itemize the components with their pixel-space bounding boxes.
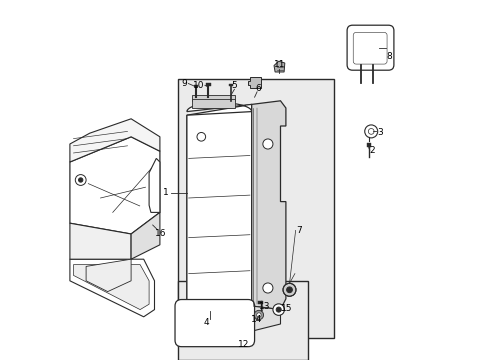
Polygon shape (73, 265, 149, 310)
Circle shape (263, 283, 272, 293)
FancyBboxPatch shape (346, 25, 393, 70)
Text: 13: 13 (259, 302, 270, 311)
Circle shape (263, 139, 272, 149)
Text: 7: 7 (296, 226, 302, 235)
Polygon shape (70, 259, 154, 317)
Polygon shape (86, 259, 131, 292)
Text: 12: 12 (238, 340, 249, 349)
Polygon shape (186, 104, 251, 313)
Bar (228, 84, 232, 86)
Polygon shape (70, 223, 131, 259)
Polygon shape (186, 306, 280, 338)
Circle shape (197, 132, 205, 141)
Circle shape (254, 310, 263, 320)
Text: 11: 11 (273, 60, 285, 69)
Circle shape (276, 307, 281, 312)
Text: 2: 2 (369, 146, 375, 155)
Text: 16: 16 (155, 229, 166, 238)
Bar (178, 281, 307, 360)
Circle shape (364, 125, 377, 138)
Polygon shape (149, 158, 160, 212)
Circle shape (75, 175, 86, 185)
Text: 10: 10 (193, 81, 204, 90)
Text: 4: 4 (203, 318, 209, 327)
Bar (178, 79, 334, 338)
Text: 3: 3 (376, 128, 382, 137)
Circle shape (79, 178, 82, 182)
Bar (206, 83, 210, 86)
Text: 9: 9 (181, 79, 186, 88)
Bar (194, 85, 197, 87)
FancyBboxPatch shape (175, 300, 254, 347)
Polygon shape (186, 103, 251, 313)
Polygon shape (247, 77, 260, 88)
Bar (258, 301, 263, 304)
Polygon shape (131, 212, 160, 259)
Bar (192, 99, 235, 108)
Text: 15: 15 (280, 304, 292, 313)
Text: 14: 14 (251, 315, 262, 324)
Polygon shape (251, 101, 285, 310)
Polygon shape (273, 61, 284, 72)
Polygon shape (70, 137, 160, 234)
Text: 1: 1 (163, 188, 168, 197)
Bar (366, 143, 370, 147)
Bar (192, 95, 235, 101)
Circle shape (367, 129, 373, 134)
Text: 8: 8 (386, 52, 391, 61)
Polygon shape (70, 119, 160, 162)
Circle shape (272, 304, 284, 315)
Text: 6: 6 (255, 84, 261, 93)
Circle shape (283, 283, 295, 296)
Circle shape (256, 313, 261, 317)
Circle shape (286, 287, 292, 293)
Text: 5: 5 (231, 81, 237, 90)
